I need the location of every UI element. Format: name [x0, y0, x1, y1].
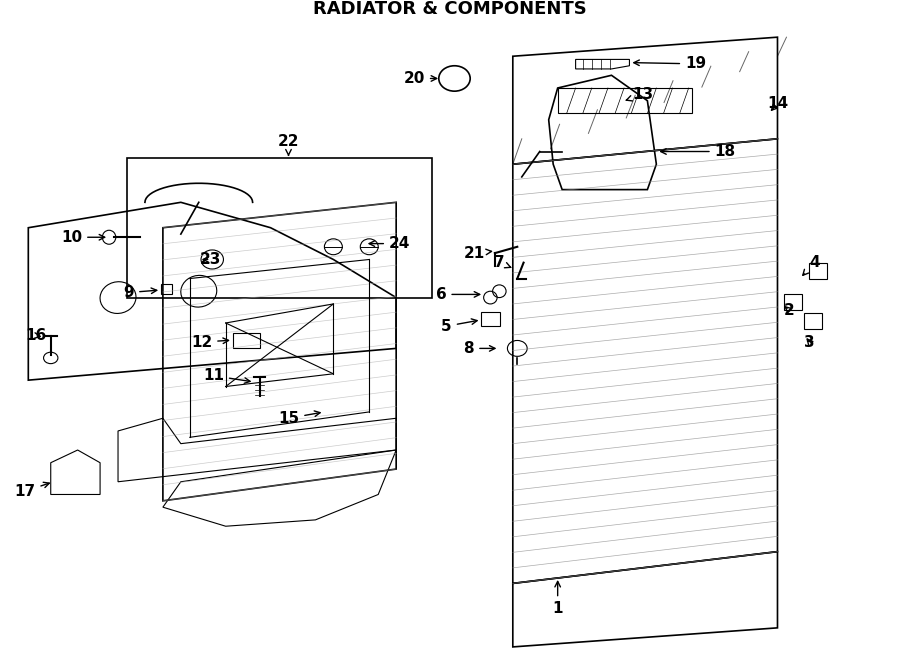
Text: 10: 10: [61, 230, 104, 245]
Text: 21: 21: [464, 246, 491, 260]
Text: 12: 12: [191, 334, 229, 350]
Bar: [805, 313, 823, 329]
Text: 22: 22: [278, 134, 299, 155]
Text: 15: 15: [278, 410, 320, 426]
Text: RADIATOR & COMPONENTS: RADIATOR & COMPONENTS: [313, 0, 587, 18]
Bar: [481, 312, 500, 326]
Bar: [558, 88, 692, 114]
Text: 18: 18: [661, 144, 736, 159]
Text: 13: 13: [626, 87, 653, 102]
Text: 2: 2: [784, 303, 795, 318]
Text: 11: 11: [202, 368, 250, 383]
Text: 5: 5: [441, 319, 477, 334]
Bar: [809, 262, 827, 278]
Text: 6: 6: [436, 287, 480, 302]
Text: 3: 3: [805, 334, 815, 350]
Text: 24: 24: [369, 236, 410, 251]
Bar: [161, 284, 172, 294]
Text: 16: 16: [25, 329, 46, 343]
Text: 9: 9: [123, 285, 157, 300]
Text: 14: 14: [767, 97, 788, 111]
Bar: [784, 294, 802, 310]
Text: 4: 4: [803, 255, 820, 276]
Text: 17: 17: [14, 483, 50, 499]
Text: 19: 19: [634, 56, 706, 71]
Bar: [233, 332, 260, 348]
Text: 8: 8: [464, 341, 495, 356]
Text: 7: 7: [494, 255, 510, 270]
Text: 23: 23: [200, 252, 221, 267]
Text: 1: 1: [553, 582, 562, 616]
Text: 20: 20: [403, 71, 436, 86]
